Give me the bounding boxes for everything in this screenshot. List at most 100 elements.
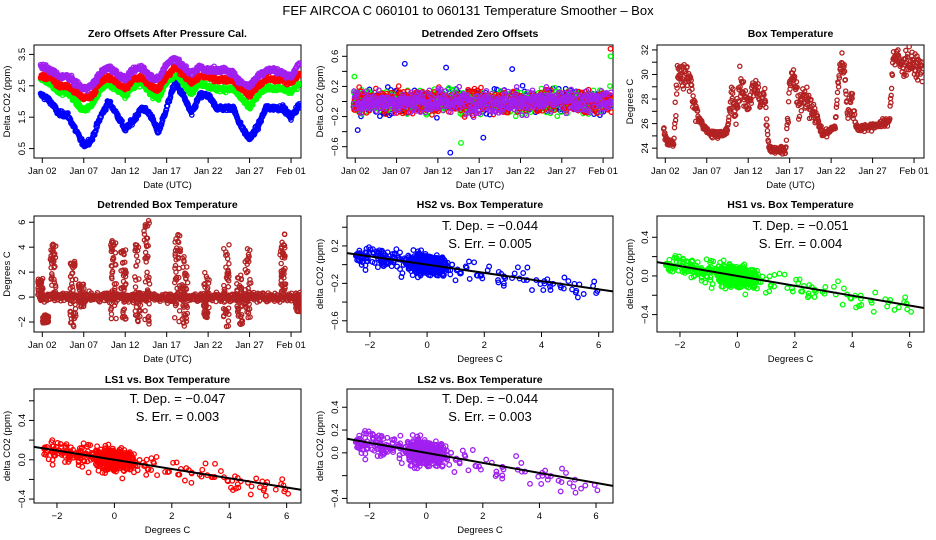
series-LS2 — [350, 83, 613, 121]
data-point — [464, 91, 471, 98]
x-tick-label: Feb 01 — [899, 166, 929, 177]
data-point — [363, 88, 370, 94]
x-tick-label: Jan 07 — [382, 166, 411, 177]
x-tick-label: Jan 27 — [858, 166, 887, 177]
data-point — [523, 112, 530, 119]
data-point — [491, 86, 498, 92]
data-point — [468, 96, 475, 103]
data-point — [544, 100, 551, 107]
data-point — [519, 82, 526, 89]
data-point — [377, 113, 383, 120]
x-tick-label: Jan 12 — [111, 166, 140, 177]
data-point — [354, 127, 361, 134]
data-point — [512, 113, 519, 120]
data-point — [401, 60, 408, 67]
y-tick-label: 24 — [640, 143, 651, 154]
y-tick-label: 0.6 — [330, 50, 341, 63]
data-point — [662, 130, 668, 136]
data-point — [352, 105, 358, 112]
data-point — [293, 109, 300, 116]
x-tick-label: Jan 02 — [28, 166, 57, 177]
plot-frame — [656, 44, 925, 159]
x-tick-label: Feb 01 — [588, 166, 618, 177]
data-point — [391, 110, 398, 117]
x-tick-label: Jan 22 — [506, 166, 535, 177]
data-point — [583, 87, 590, 94]
y-tick-label: 2.5 — [17, 79, 28, 92]
data-point — [479, 109, 485, 115]
data-point — [456, 83, 463, 90]
data-point — [563, 110, 570, 117]
series-box-temperature — [660, 45, 924, 157]
panel-title: Box Temperature — [748, 28, 834, 40]
data-point — [436, 104, 442, 110]
data-point — [587, 109, 593, 116]
x-axis-label: Date (UTC) — [143, 180, 192, 191]
y-axis-label: Delta CO2 (ppm) — [2, 66, 13, 138]
data-point — [434, 114, 440, 121]
data-point — [511, 106, 518, 113]
x-tick-label: Jan 12 — [734, 166, 763, 177]
data-point — [512, 103, 519, 110]
data-point — [447, 149, 454, 156]
data-point — [607, 45, 613, 52]
data-point — [451, 90, 458, 96]
figure-title: FEF AIRCOA C 060101 to 060131 Temperatur… — [282, 3, 654, 18]
y-tick-label: −0.6 — [330, 137, 341, 156]
data-point — [296, 71, 301, 78]
x-tick-label: Jan 02 — [341, 166, 370, 177]
data-point — [255, 126, 262, 133]
data-point — [559, 105, 566, 111]
x-tick-label: Jan 07 — [692, 166, 721, 177]
data-point — [493, 108, 499, 115]
x-tick-label: Feb 01 — [276, 166, 306, 177]
data-point — [513, 84, 520, 90]
plot-frame — [33, 44, 302, 159]
x-tick-label: Jan 27 — [235, 166, 264, 177]
data-point — [388, 110, 395, 117]
x-axis-label: Date (UTC) — [766, 180, 815, 191]
x-tick-label: Jan 27 — [548, 166, 577, 177]
data-point — [608, 109, 613, 115]
data-point — [435, 85, 442, 92]
x-tick-label: Jan 17 — [775, 166, 804, 177]
data-point — [512, 90, 519, 97]
data-point — [556, 89, 563, 96]
data-point — [408, 89, 414, 96]
data-point — [538, 92, 544, 98]
data-point — [476, 110, 482, 117]
data-point — [351, 73, 358, 80]
data-point — [93, 79, 100, 85]
data-point — [608, 89, 613, 96]
x-tick-label: Jan 22 — [194, 166, 223, 177]
data-point — [500, 106, 507, 113]
data-point — [421, 90, 427, 96]
data-point — [296, 60, 301, 66]
plot-area — [350, 45, 613, 156]
data-point — [524, 89, 531, 95]
plot-area — [37, 54, 301, 150]
y-tick-label: −0.2 — [330, 107, 341, 126]
data-point — [505, 88, 512, 95]
data-point — [429, 112, 435, 118]
data-point — [463, 102, 469, 108]
y-tick-label: 0.2 — [330, 80, 341, 93]
data-point — [442, 88, 449, 94]
data-point — [529, 87, 536, 94]
y-tick-label: 26 — [640, 118, 651, 129]
data-point — [384, 84, 391, 90]
data-point — [608, 99, 613, 105]
data-point — [607, 83, 613, 89]
data-point — [598, 109, 604, 116]
data-point — [354, 89, 361, 96]
plot-area — [660, 45, 924, 157]
series-LS2 — [37, 54, 301, 94]
y-tick-label: 30 — [640, 69, 651, 80]
y-axis-label: Delta CO2 (ppm) — [315, 66, 326, 138]
data-point — [661, 125, 667, 131]
x-axis-label: Date (UTC) — [456, 180, 505, 191]
data-point — [296, 100, 301, 107]
